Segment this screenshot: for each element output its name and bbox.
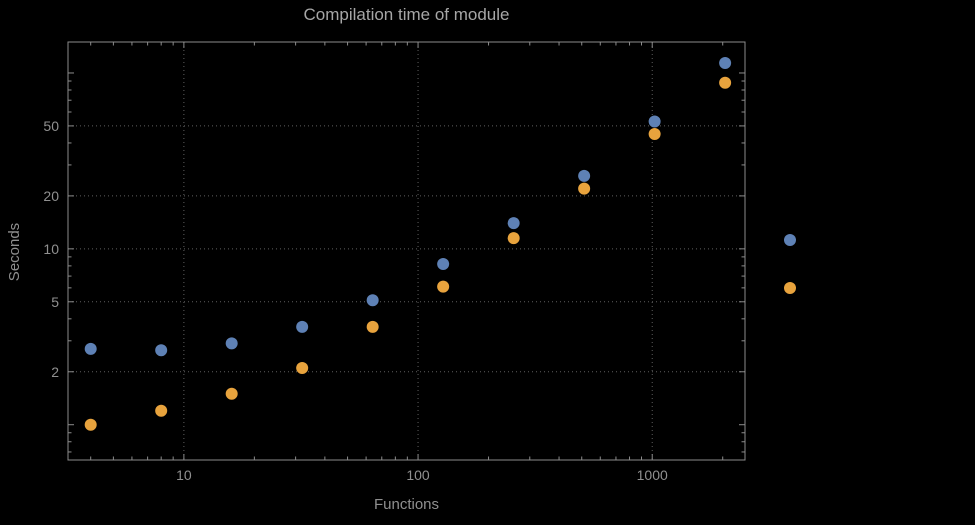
data-point-blue-series — [578, 169, 591, 182]
x-axis-label: Functions — [373, 496, 440, 513]
data-point-blue-series — [225, 337, 238, 350]
data-point-blue-series — [437, 257, 450, 270]
data-point-orange-series — [225, 387, 238, 400]
y-tick-label: 20 — [43, 188, 59, 204]
data-point-blue-series — [155, 344, 168, 357]
x-tick-label: 100 — [406, 467, 430, 483]
data-point-blue-series — [719, 56, 732, 69]
y-tick-label: 5 — [51, 294, 59, 310]
data-point-orange-series — [155, 404, 168, 417]
data-point-orange-series — [648, 127, 661, 140]
data-point-blue-series — [84, 342, 97, 355]
data-point-orange-series — [578, 182, 591, 195]
data-point-blue-series — [296, 320, 309, 333]
legend-marker-blue-series — [784, 234, 796, 246]
y-tick-label: 50 — [43, 118, 59, 134]
data-point-orange-series — [507, 232, 520, 245]
x-tick-label: 1000 — [637, 467, 668, 483]
data-point-blue-series — [366, 294, 379, 307]
data-point-orange-series — [296, 362, 309, 375]
x-tick-label: 10 — [176, 467, 192, 483]
data-point-orange-series — [366, 320, 379, 333]
y-tick-label: 10 — [43, 241, 59, 257]
data-point-blue-series — [648, 115, 661, 128]
data-point-blue-series — [507, 217, 520, 230]
y-tick-label: 2 — [51, 364, 59, 380]
legend-marker-orange-series — [784, 282, 796, 294]
chart-title: Compilation time of module — [303, 5, 510, 24]
plot-frame — [67, 41, 746, 461]
data-point-orange-series — [84, 418, 97, 431]
data-point-orange-series — [719, 76, 732, 89]
data-point-orange-series — [437, 280, 450, 293]
